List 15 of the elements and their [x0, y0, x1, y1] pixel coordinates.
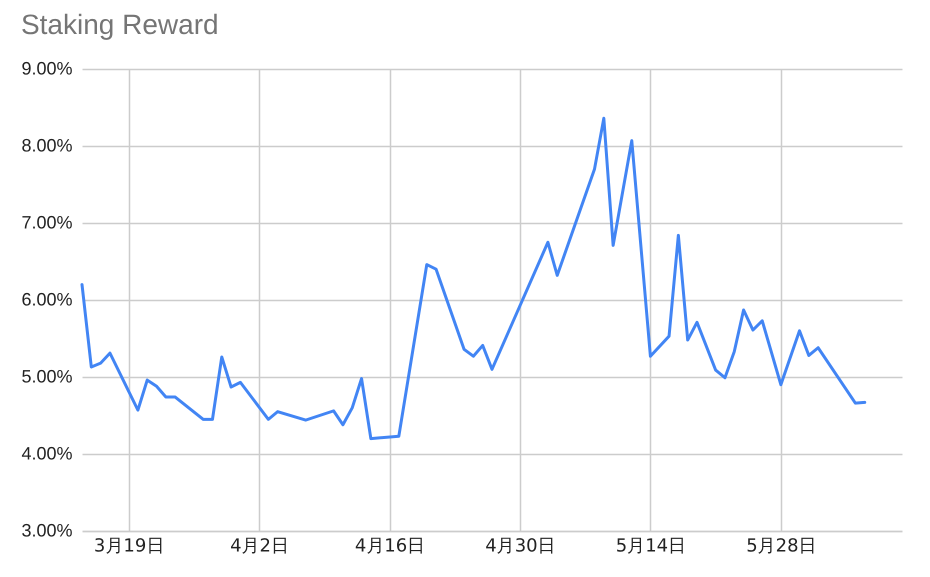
- y-tick-label: 6.00%: [21, 290, 72, 310]
- x-tick-label: 4月2日: [230, 536, 289, 556]
- y-tick-label: 8.00%: [21, 136, 72, 156]
- y-tick-label: 9.00%: [21, 58, 72, 78]
- y-tick-label: 5.00%: [21, 366, 72, 386]
- line-series: [80, 116, 866, 440]
- x-tick-label: 3月19日: [94, 536, 164, 556]
- x-tick-label: 5月28日: [746, 536, 817, 556]
- y-tick-label: 3.00%: [21, 520, 72, 540]
- y-tick-label: 4.00%: [21, 444, 72, 464]
- y-tick-label: 7.00%: [21, 212, 72, 232]
- x-tick-label: 4月16日: [354, 536, 426, 556]
- chart-title: Staking Reward: [20, 9, 219, 40]
- x-tick-label: 5月14日: [616, 536, 686, 556]
- x-tick-label: 4月30日: [485, 536, 556, 556]
